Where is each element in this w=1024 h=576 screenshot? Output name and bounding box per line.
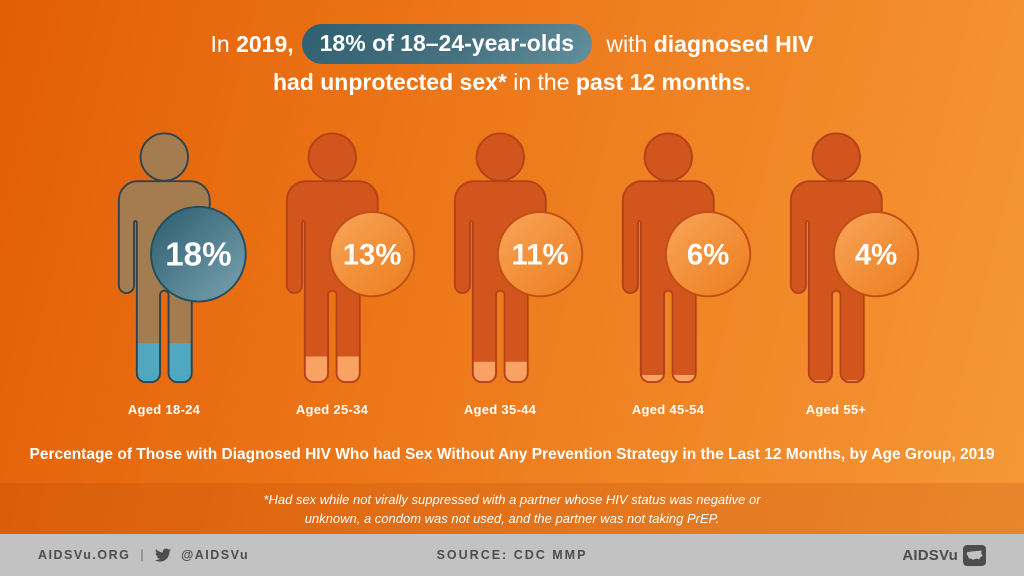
percent-fill-socks (454, 361, 546, 383)
figure-aged-25-34: 13% Aged 25-34 (248, 128, 416, 428)
person-pictogram-icon: 11% (453, 132, 584, 383)
percent-fill-socks (286, 356, 378, 383)
percent-badge (832, 211, 920, 298)
percent-badge (328, 211, 416, 298)
figure-aged-35-44: 11% Aged 35-44 (416, 128, 584, 428)
footnote-band: *Had sex while not virally suppressed wi… (0, 483, 1024, 534)
percent-value: 13% (343, 239, 402, 272)
title-year: 2019, (236, 31, 294, 57)
person-pictogram-icon: 13% (285, 132, 416, 383)
percent-value: 11% (512, 239, 569, 272)
title-text: with (600, 31, 654, 57)
brand-lockup: AIDSVu (902, 544, 986, 566)
brand-name: AIDSVu (902, 546, 958, 564)
highlight-pill: 18% of 18–24-year-olds (301, 24, 593, 64)
title-line-1: In 2019, 18% of 18–24-year-olds with dia… (210, 24, 814, 64)
percent-fill-socks (118, 343, 210, 383)
figure-aged-55+: 4% Aged 55+ (752, 128, 920, 428)
person-pictogram-icon: 4% (789, 132, 920, 383)
age-group-label: Aged 18-24 (127, 402, 201, 417)
age-group-label: Aged 35-44 (463, 402, 537, 417)
title-past-12-months: past 12 months. (575, 69, 752, 95)
title-text: in the (506, 69, 576, 95)
title-diagnosed-hiv: diagnosed HIV (653, 31, 814, 57)
footer-divider: | (140, 548, 146, 562)
figure-aged-45-54: 6% Aged 45-54 (584, 128, 752, 428)
twitter-handle[interactable]: @AIDSVu (181, 548, 250, 562)
age-group-label: Aged 45-54 (631, 402, 705, 417)
footer-bar: AIDSVu.ORG | @AIDSVu SOURCE: CDC MMP AID… (0, 534, 1024, 576)
footnote-line-2: unknown, a condom was not used, and the … (304, 510, 720, 526)
percent-badge (664, 211, 752, 298)
title-block: In 2019, 18% of 18–24-year-olds with dia… (0, 24, 1024, 97)
title-unprotected-sex: had unprotected sex* (272, 69, 507, 95)
age-group-label: Aged 25-34 (295, 402, 369, 417)
person-pictogram-icon: 6% (621, 132, 752, 383)
percent-value: 18% (165, 237, 231, 274)
title-text: In (210, 31, 237, 57)
percent-value: 6% (687, 239, 729, 272)
figures-row: 18% Aged 18-24 13% Aged 25-34 11% Aged 35-44 6… (80, 128, 920, 428)
age-group-label: Aged 55+ (805, 402, 867, 417)
person-pictogram-icon: 18% (117, 132, 247, 383)
percent-badge (496, 211, 584, 298)
percent-value: 4% (855, 239, 897, 272)
twitter-bird-icon[interactable] (155, 547, 172, 563)
percent-badge (150, 205, 247, 303)
percent-fill-socks (622, 375, 714, 383)
chart-caption: Percentage of Those with Diagnosed HIV W… (29, 446, 995, 463)
figure-aged-18-24: 18% Aged 18-24 (80, 128, 248, 428)
footer-left: AIDSVu.ORG | @AIDSVu (38, 547, 249, 563)
site-url[interactable]: AIDSVu.ORG (38, 548, 131, 562)
footnote-line-1: *Had sex while not virally suppressed wi… (263, 491, 761, 507)
percent-fill-socks (790, 380, 882, 383)
title-line-2: had unprotected sex* in the past 12 mont… (273, 67, 751, 97)
aidsvu-logo-us-map-icon (963, 544, 986, 566)
